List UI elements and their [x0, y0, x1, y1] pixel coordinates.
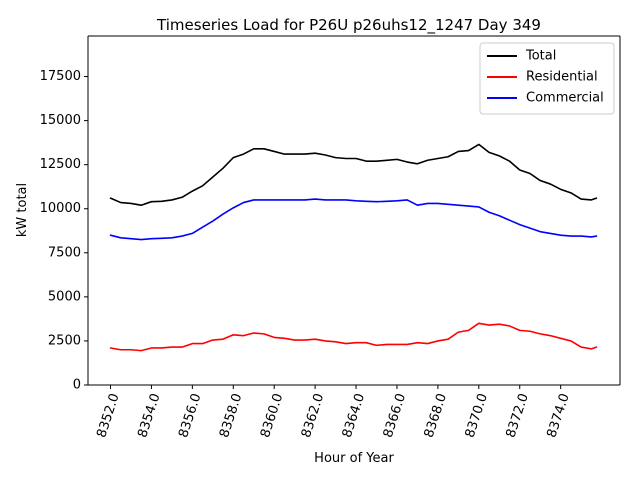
y-tick-label: 17500	[40, 69, 81, 84]
y-tick-label: 10000	[40, 201, 81, 216]
series-line-total	[109, 143, 598, 207]
legend-items: Total Residential Commercial	[487, 49, 604, 106]
series-line-residential	[109, 322, 598, 352]
legend-label-commercial: Commercial	[526, 91, 604, 106]
y-tick-label: 12500	[40, 157, 81, 172]
y-tick-label: 5000	[48, 289, 81, 304]
series-line-commercial	[109, 198, 598, 241]
axes-frame	[87, 35, 621, 386]
legend: Total Residential Commercial	[479, 42, 615, 115]
y-tick-label: 2500	[48, 333, 81, 348]
y-tick-label: 15000	[40, 113, 81, 128]
y-axis-title: kW total	[15, 183, 30, 237]
legend-label-residential: Residential	[526, 70, 598, 85]
legend-box	[479, 42, 615, 115]
chart-title: Timeseries Load for P26U p26uhs12_1247 D…	[156, 16, 541, 35]
series-layer	[109, 143, 598, 352]
legend-label-total: Total	[525, 49, 556, 64]
x-axis-title: Hour of Year	[314, 451, 394, 466]
y-tick-label: 7500	[48, 245, 81, 260]
y-tick-label: 0	[73, 378, 81, 393]
y-axis: 0 2500 5000 7500 10000 12500 15000 17500	[40, 69, 88, 393]
